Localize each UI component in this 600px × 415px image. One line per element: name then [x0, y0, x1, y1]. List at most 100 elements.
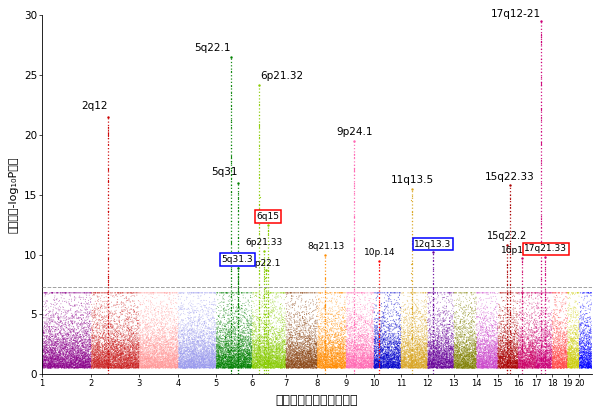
- Point: [566, 364, 576, 371]
- Point: [536, 353, 545, 359]
- Point: [409, 356, 418, 362]
- Point: [108, 334, 118, 341]
- Point: [209, 352, 218, 358]
- Point: [363, 320, 373, 327]
- Point: [582, 356, 592, 363]
- Point: [275, 335, 285, 342]
- Point: [573, 352, 583, 359]
- Point: [320, 339, 329, 345]
- Point: [500, 341, 510, 348]
- Point: [559, 344, 569, 351]
- Point: [90, 359, 100, 365]
- Point: [567, 345, 577, 352]
- Point: [100, 353, 110, 359]
- Point: [147, 307, 157, 314]
- Point: [187, 349, 197, 356]
- Point: [532, 362, 542, 369]
- Point: [203, 353, 212, 359]
- Point: [94, 341, 104, 348]
- Point: [389, 359, 398, 366]
- Point: [541, 304, 550, 310]
- Point: [419, 352, 429, 359]
- Point: [75, 358, 85, 365]
- Point: [384, 325, 394, 332]
- Point: [239, 350, 249, 357]
- Point: [284, 358, 294, 365]
- Point: [353, 330, 363, 337]
- Point: [131, 351, 140, 357]
- Point: [67, 360, 77, 367]
- Point: [159, 362, 169, 369]
- Point: [173, 355, 182, 362]
- Point: [41, 346, 51, 353]
- Point: [310, 364, 319, 371]
- Point: [300, 361, 310, 368]
- Point: [190, 344, 200, 351]
- Point: [265, 353, 274, 360]
- Point: [201, 364, 211, 371]
- Point: [319, 336, 329, 343]
- Point: [387, 356, 397, 362]
- Point: [328, 356, 337, 362]
- Point: [484, 360, 494, 366]
- Point: [73, 349, 83, 356]
- Point: [512, 358, 522, 364]
- Point: [157, 361, 166, 367]
- Point: [223, 302, 233, 308]
- Point: [553, 365, 563, 371]
- Point: [482, 359, 492, 366]
- Point: [233, 322, 243, 329]
- Point: [93, 305, 103, 312]
- Point: [107, 365, 117, 371]
- Point: [238, 333, 247, 339]
- Point: [204, 318, 214, 325]
- Point: [175, 363, 185, 369]
- Point: [529, 347, 538, 354]
- Point: [455, 323, 465, 330]
- Point: [453, 363, 463, 370]
- Point: [154, 359, 164, 366]
- Point: [283, 351, 292, 358]
- Point: [245, 351, 254, 358]
- Point: [259, 359, 269, 366]
- Point: [275, 361, 284, 368]
- Point: [533, 350, 542, 357]
- Point: [290, 325, 300, 332]
- Point: [569, 325, 579, 331]
- Point: [254, 344, 264, 350]
- Point: [95, 304, 105, 310]
- Point: [157, 312, 166, 318]
- Point: [70, 351, 80, 358]
- Point: [380, 361, 390, 367]
- Point: [103, 359, 113, 365]
- Point: [219, 322, 229, 329]
- Point: [151, 364, 160, 371]
- Point: [361, 348, 371, 354]
- Point: [133, 363, 142, 370]
- Point: [133, 340, 143, 347]
- Point: [368, 361, 378, 367]
- Point: [503, 342, 513, 348]
- Point: [260, 320, 270, 326]
- Point: [464, 353, 473, 360]
- Point: [552, 364, 562, 371]
- Point: [169, 346, 178, 352]
- Point: [400, 327, 410, 334]
- Point: [581, 341, 590, 347]
- Point: [322, 342, 331, 348]
- Point: [78, 356, 88, 362]
- Point: [527, 326, 536, 333]
- Point: [379, 331, 389, 338]
- Point: [394, 290, 404, 296]
- Point: [220, 314, 229, 321]
- Point: [135, 333, 145, 339]
- Point: [95, 349, 105, 356]
- Point: [470, 364, 480, 370]
- Point: [310, 342, 319, 348]
- Point: [484, 358, 493, 364]
- Point: [345, 305, 355, 312]
- Point: [127, 340, 136, 347]
- Point: [548, 358, 558, 365]
- Point: [103, 191, 113, 198]
- Point: [569, 335, 578, 342]
